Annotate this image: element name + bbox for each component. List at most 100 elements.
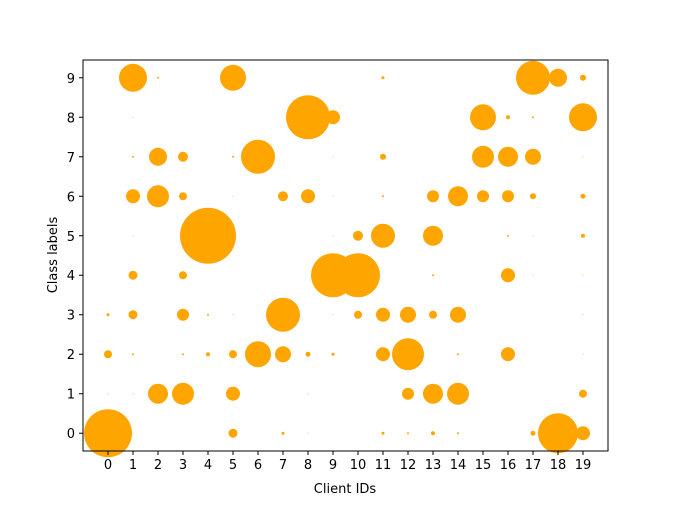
x-tick-label: 1 — [129, 458, 137, 473]
bubble — [402, 387, 414, 400]
bubble — [241, 139, 275, 174]
bubble — [498, 146, 518, 167]
bubble — [380, 153, 386, 160]
bubble — [307, 432, 309, 434]
y-tick-label: 6 — [67, 190, 75, 205]
x-tick-label: 6 — [254, 458, 262, 473]
bubble — [179, 271, 187, 280]
bubble — [132, 393, 134, 395]
y-tick-label: 4 — [67, 269, 75, 284]
bubble — [84, 409, 132, 458]
bubble — [180, 207, 236, 264]
y-tick-label: 1 — [67, 388, 75, 403]
bubble — [457, 353, 459, 356]
x-tick-label: 12 — [400, 458, 417, 473]
bubble — [301, 189, 315, 204]
x-tick-label: 2 — [154, 458, 162, 473]
x-tick-label: 10 — [350, 458, 367, 473]
bubble — [132, 235, 134, 237]
bubble — [429, 310, 437, 319]
bubble — [207, 313, 209, 316]
bubble — [582, 156, 584, 158]
bubble — [582, 314, 584, 316]
bubble — [281, 431, 285, 435]
x-tick-label: 11 — [375, 458, 392, 473]
y-tick-label: 9 — [67, 72, 75, 87]
bubble — [332, 314, 334, 316]
bubble — [423, 225, 443, 246]
bubble — [506, 115, 510, 120]
bubble — [104, 350, 112, 359]
bubble — [228, 428, 238, 438]
bubble — [580, 74, 586, 81]
y-tick-label: 0 — [67, 427, 75, 442]
bubble — [525, 148, 541, 165]
bubble — [106, 313, 110, 317]
bubble — [447, 382, 469, 405]
bubble — [132, 353, 134, 356]
bubble — [332, 195, 334, 197]
bubble — [128, 310, 138, 320]
bubble — [182, 353, 184, 356]
bubble — [354, 310, 362, 319]
bubble — [132, 155, 134, 158]
bubble — [582, 274, 584, 276]
bubble — [232, 314, 234, 316]
bubble — [132, 116, 134, 118]
bubble — [149, 147, 167, 166]
bubble — [432, 274, 434, 277]
x-tick-label: 13 — [425, 458, 442, 473]
bubble — [376, 307, 390, 322]
bubble — [336, 253, 380, 298]
y-axis-label: Class labels — [46, 217, 61, 294]
bubble — [501, 268, 515, 283]
bubble — [532, 116, 534, 119]
bubble — [307, 393, 309, 395]
bubble — [245, 341, 271, 368]
bubble — [470, 104, 496, 131]
bubble — [381, 431, 385, 435]
bubble — [431, 431, 435, 436]
bubble — [179, 192, 187, 201]
bubble — [353, 230, 363, 241]
bubble — [157, 76, 159, 79]
bubble — [226, 386, 240, 401]
bubble — [532, 274, 534, 276]
x-tick-label: 8 — [304, 458, 312, 473]
bubble — [582, 353, 584, 355]
bubble — [305, 351, 311, 357]
x-tick-label: 19 — [575, 458, 592, 473]
bubble — [450, 306, 466, 323]
y-tick-label: 8 — [67, 111, 75, 126]
bubble — [579, 389, 587, 398]
bubble — [128, 270, 138, 280]
bubble — [472, 145, 494, 168]
bubble — [530, 430, 536, 436]
bubble — [371, 223, 395, 248]
bubble — [220, 64, 246, 91]
bubble — [516, 60, 550, 95]
y-tick-label: 5 — [67, 230, 75, 245]
x-tick-label: 17 — [525, 458, 542, 473]
x-tick-label: 3 — [179, 458, 187, 473]
bubble — [501, 347, 515, 362]
bubble — [266, 297, 300, 332]
bubble — [392, 338, 424, 371]
bubble — [507, 234, 509, 237]
x-tick-label: 5 — [229, 458, 237, 473]
bubble — [407, 432, 409, 435]
x-tick-label: 14 — [450, 458, 467, 473]
bubble — [232, 155, 234, 158]
bubble — [580, 193, 586, 199]
bubble — [376, 347, 390, 362]
bubble — [126, 189, 140, 204]
bubble — [172, 382, 194, 405]
bubble — [206, 352, 210, 357]
bubble — [332, 235, 334, 237]
bubble — [275, 346, 291, 363]
x-tick-label: 16 — [500, 458, 517, 473]
x-tick-label: 0 — [104, 458, 112, 473]
bubble — [427, 190, 439, 203]
bubble — [331, 352, 335, 356]
bubble — [549, 68, 567, 87]
